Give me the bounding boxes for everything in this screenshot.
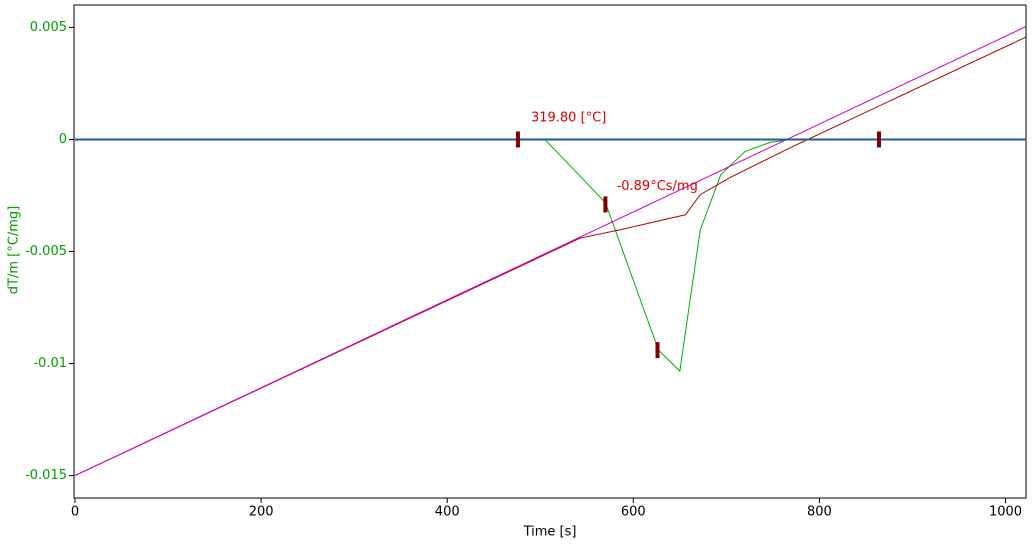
x-axis-label: Time [s] [523, 525, 577, 540]
cursor-marker [515, 131, 520, 148]
x-tick-label: 1000 [989, 505, 1022, 520]
cursor-marker [655, 342, 660, 359]
cursor-marker [603, 196, 608, 213]
series-line [74, 36, 1027, 477]
y-tick-label: -0.01 [33, 356, 67, 371]
series-line [74, 26, 1027, 477]
x-tick-label: 200 [249, 505, 274, 520]
cursor-marker [876, 131, 881, 148]
x-tick-label: 600 [621, 505, 646, 520]
series-line [75, 138, 1026, 373]
annotation: 319.80 [°C] [531, 111, 606, 126]
x-tick-label: 400 [435, 505, 460, 520]
y-axis-label: dT/m [°C/mg] [7, 206, 22, 294]
y-tick-label: -0.015 [25, 468, 67, 483]
x-tick-label: 800 [807, 505, 832, 520]
y-tick-label: 0 [59, 132, 67, 147]
annotation: -0.89°Cs/mg [617, 179, 698, 194]
x-tick-label: 0 [71, 505, 79, 520]
y-tick-label: -0.005 [25, 244, 67, 259]
y-tick-label: 0.005 [30, 20, 67, 35]
